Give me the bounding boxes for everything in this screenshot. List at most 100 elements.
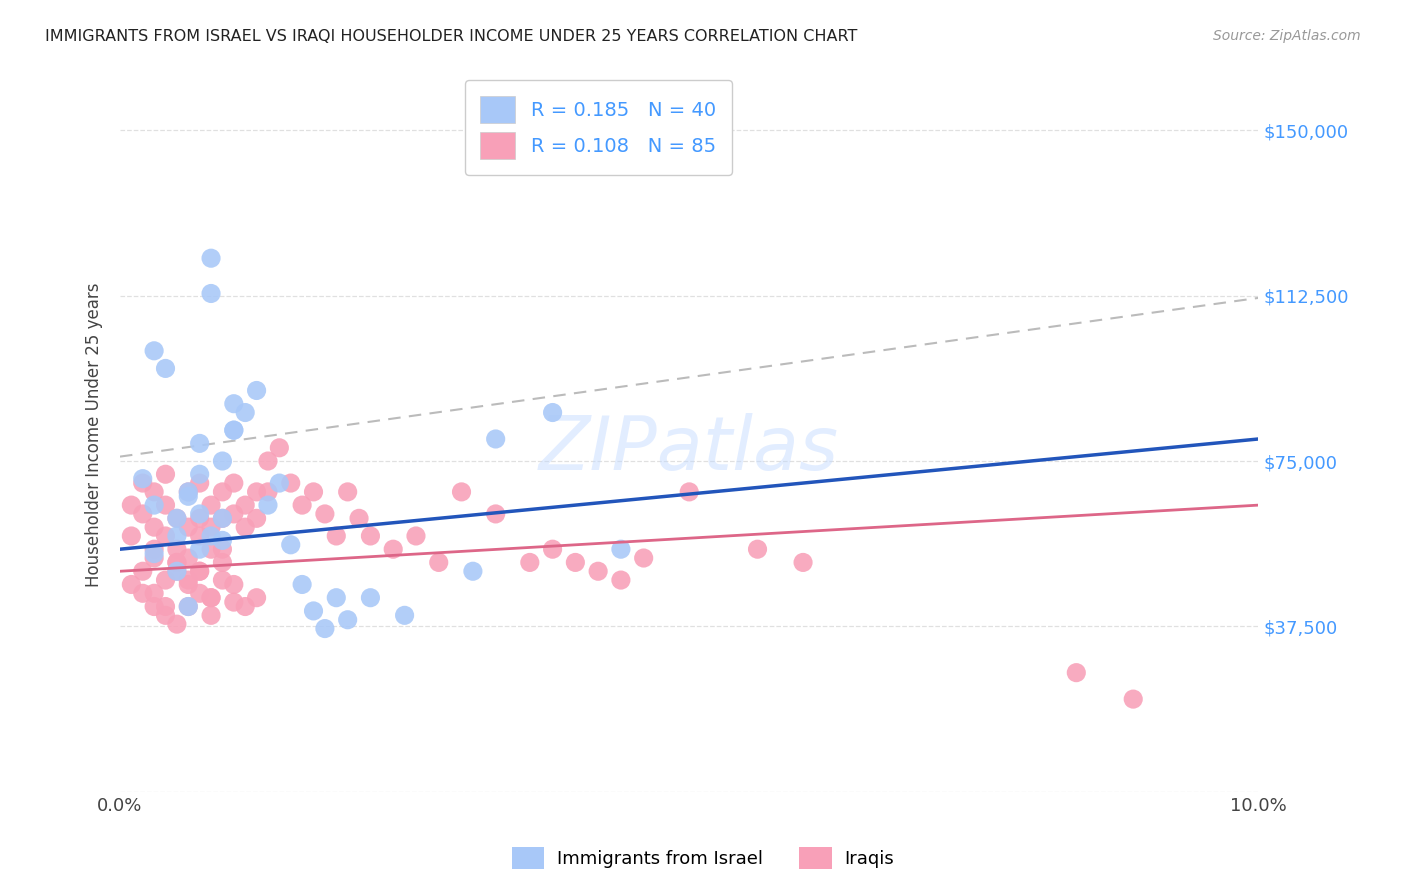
Point	[211, 484, 233, 499]
Point	[245, 511, 267, 525]
Point	[166, 564, 188, 578]
Point	[188, 586, 211, 600]
Text: ZIPatlas: ZIPatlas	[538, 413, 839, 485]
Text: IMMIGRANTS FROM ISRAEL VS IRAQI HOUSEHOLDER INCOME UNDER 25 YEARS CORRELATION CH: IMMIGRANTS FROM ISRAEL VS IRAQI HOUSEHOL…	[45, 29, 858, 44]
Point	[177, 520, 200, 534]
Point	[314, 622, 336, 636]
Point	[541, 542, 564, 557]
Point	[177, 489, 200, 503]
Point	[336, 484, 359, 499]
Point	[155, 599, 177, 614]
Point	[200, 520, 222, 534]
Point	[166, 556, 188, 570]
Point	[177, 484, 200, 499]
Point	[166, 511, 188, 525]
Point	[211, 556, 233, 570]
Point	[143, 484, 166, 499]
Point	[143, 551, 166, 566]
Point	[280, 538, 302, 552]
Point	[586, 564, 609, 578]
Point	[143, 520, 166, 534]
Point	[394, 608, 416, 623]
Point	[120, 498, 142, 512]
Point	[188, 467, 211, 482]
Point	[291, 577, 314, 591]
Point	[747, 542, 769, 557]
Point	[155, 573, 177, 587]
Point	[347, 511, 370, 525]
Point	[143, 343, 166, 358]
Point	[359, 591, 381, 605]
Point	[222, 423, 245, 437]
Point	[359, 529, 381, 543]
Point	[678, 484, 700, 499]
Point	[245, 591, 267, 605]
Point	[155, 467, 177, 482]
Point	[166, 529, 188, 543]
Point	[211, 511, 233, 525]
Point	[188, 564, 211, 578]
Point	[280, 476, 302, 491]
Point	[177, 484, 200, 499]
Point	[633, 551, 655, 566]
Point	[222, 423, 245, 437]
Legend: R = 0.185   N = 40, R = 0.108   N = 85: R = 0.185 N = 40, R = 0.108 N = 85	[465, 80, 731, 175]
Point	[564, 556, 586, 570]
Point	[200, 529, 222, 543]
Point	[132, 476, 155, 491]
Point	[257, 454, 280, 468]
Point	[302, 604, 325, 618]
Point	[1066, 665, 1088, 680]
Point	[269, 441, 291, 455]
Point	[211, 533, 233, 548]
Point	[211, 454, 233, 468]
Point	[143, 542, 166, 557]
Point	[233, 520, 256, 534]
Point	[177, 599, 200, 614]
Point	[233, 498, 256, 512]
Point	[211, 511, 233, 525]
Point	[325, 529, 347, 543]
Point	[382, 542, 405, 557]
Point	[485, 432, 508, 446]
Point	[143, 547, 166, 561]
Point	[188, 542, 211, 557]
Point	[188, 511, 211, 525]
Point	[519, 556, 541, 570]
Point	[200, 591, 222, 605]
Point	[120, 529, 142, 543]
Point	[177, 577, 200, 591]
Point	[188, 564, 211, 578]
Point	[155, 361, 177, 376]
Point	[222, 577, 245, 591]
Point	[1122, 692, 1144, 706]
Point	[177, 599, 200, 614]
Point	[233, 405, 256, 419]
Point	[166, 542, 188, 557]
Point	[269, 476, 291, 491]
Point	[132, 564, 155, 578]
Point	[450, 484, 472, 499]
Point	[211, 542, 233, 557]
Point	[222, 476, 245, 491]
Point	[610, 573, 633, 587]
Point	[132, 507, 155, 521]
Point	[461, 564, 484, 578]
Point	[222, 507, 245, 521]
Point	[541, 405, 564, 419]
Point	[222, 397, 245, 411]
Point	[245, 484, 267, 499]
Point	[132, 472, 155, 486]
Point	[155, 498, 177, 512]
Point	[188, 476, 211, 491]
Point	[143, 586, 166, 600]
Point	[610, 542, 633, 557]
Point	[336, 613, 359, 627]
Point	[485, 507, 508, 521]
Point	[302, 484, 325, 499]
Point	[177, 551, 200, 566]
Point	[257, 484, 280, 499]
Point	[222, 595, 245, 609]
Point	[120, 577, 142, 591]
Point	[257, 498, 280, 512]
